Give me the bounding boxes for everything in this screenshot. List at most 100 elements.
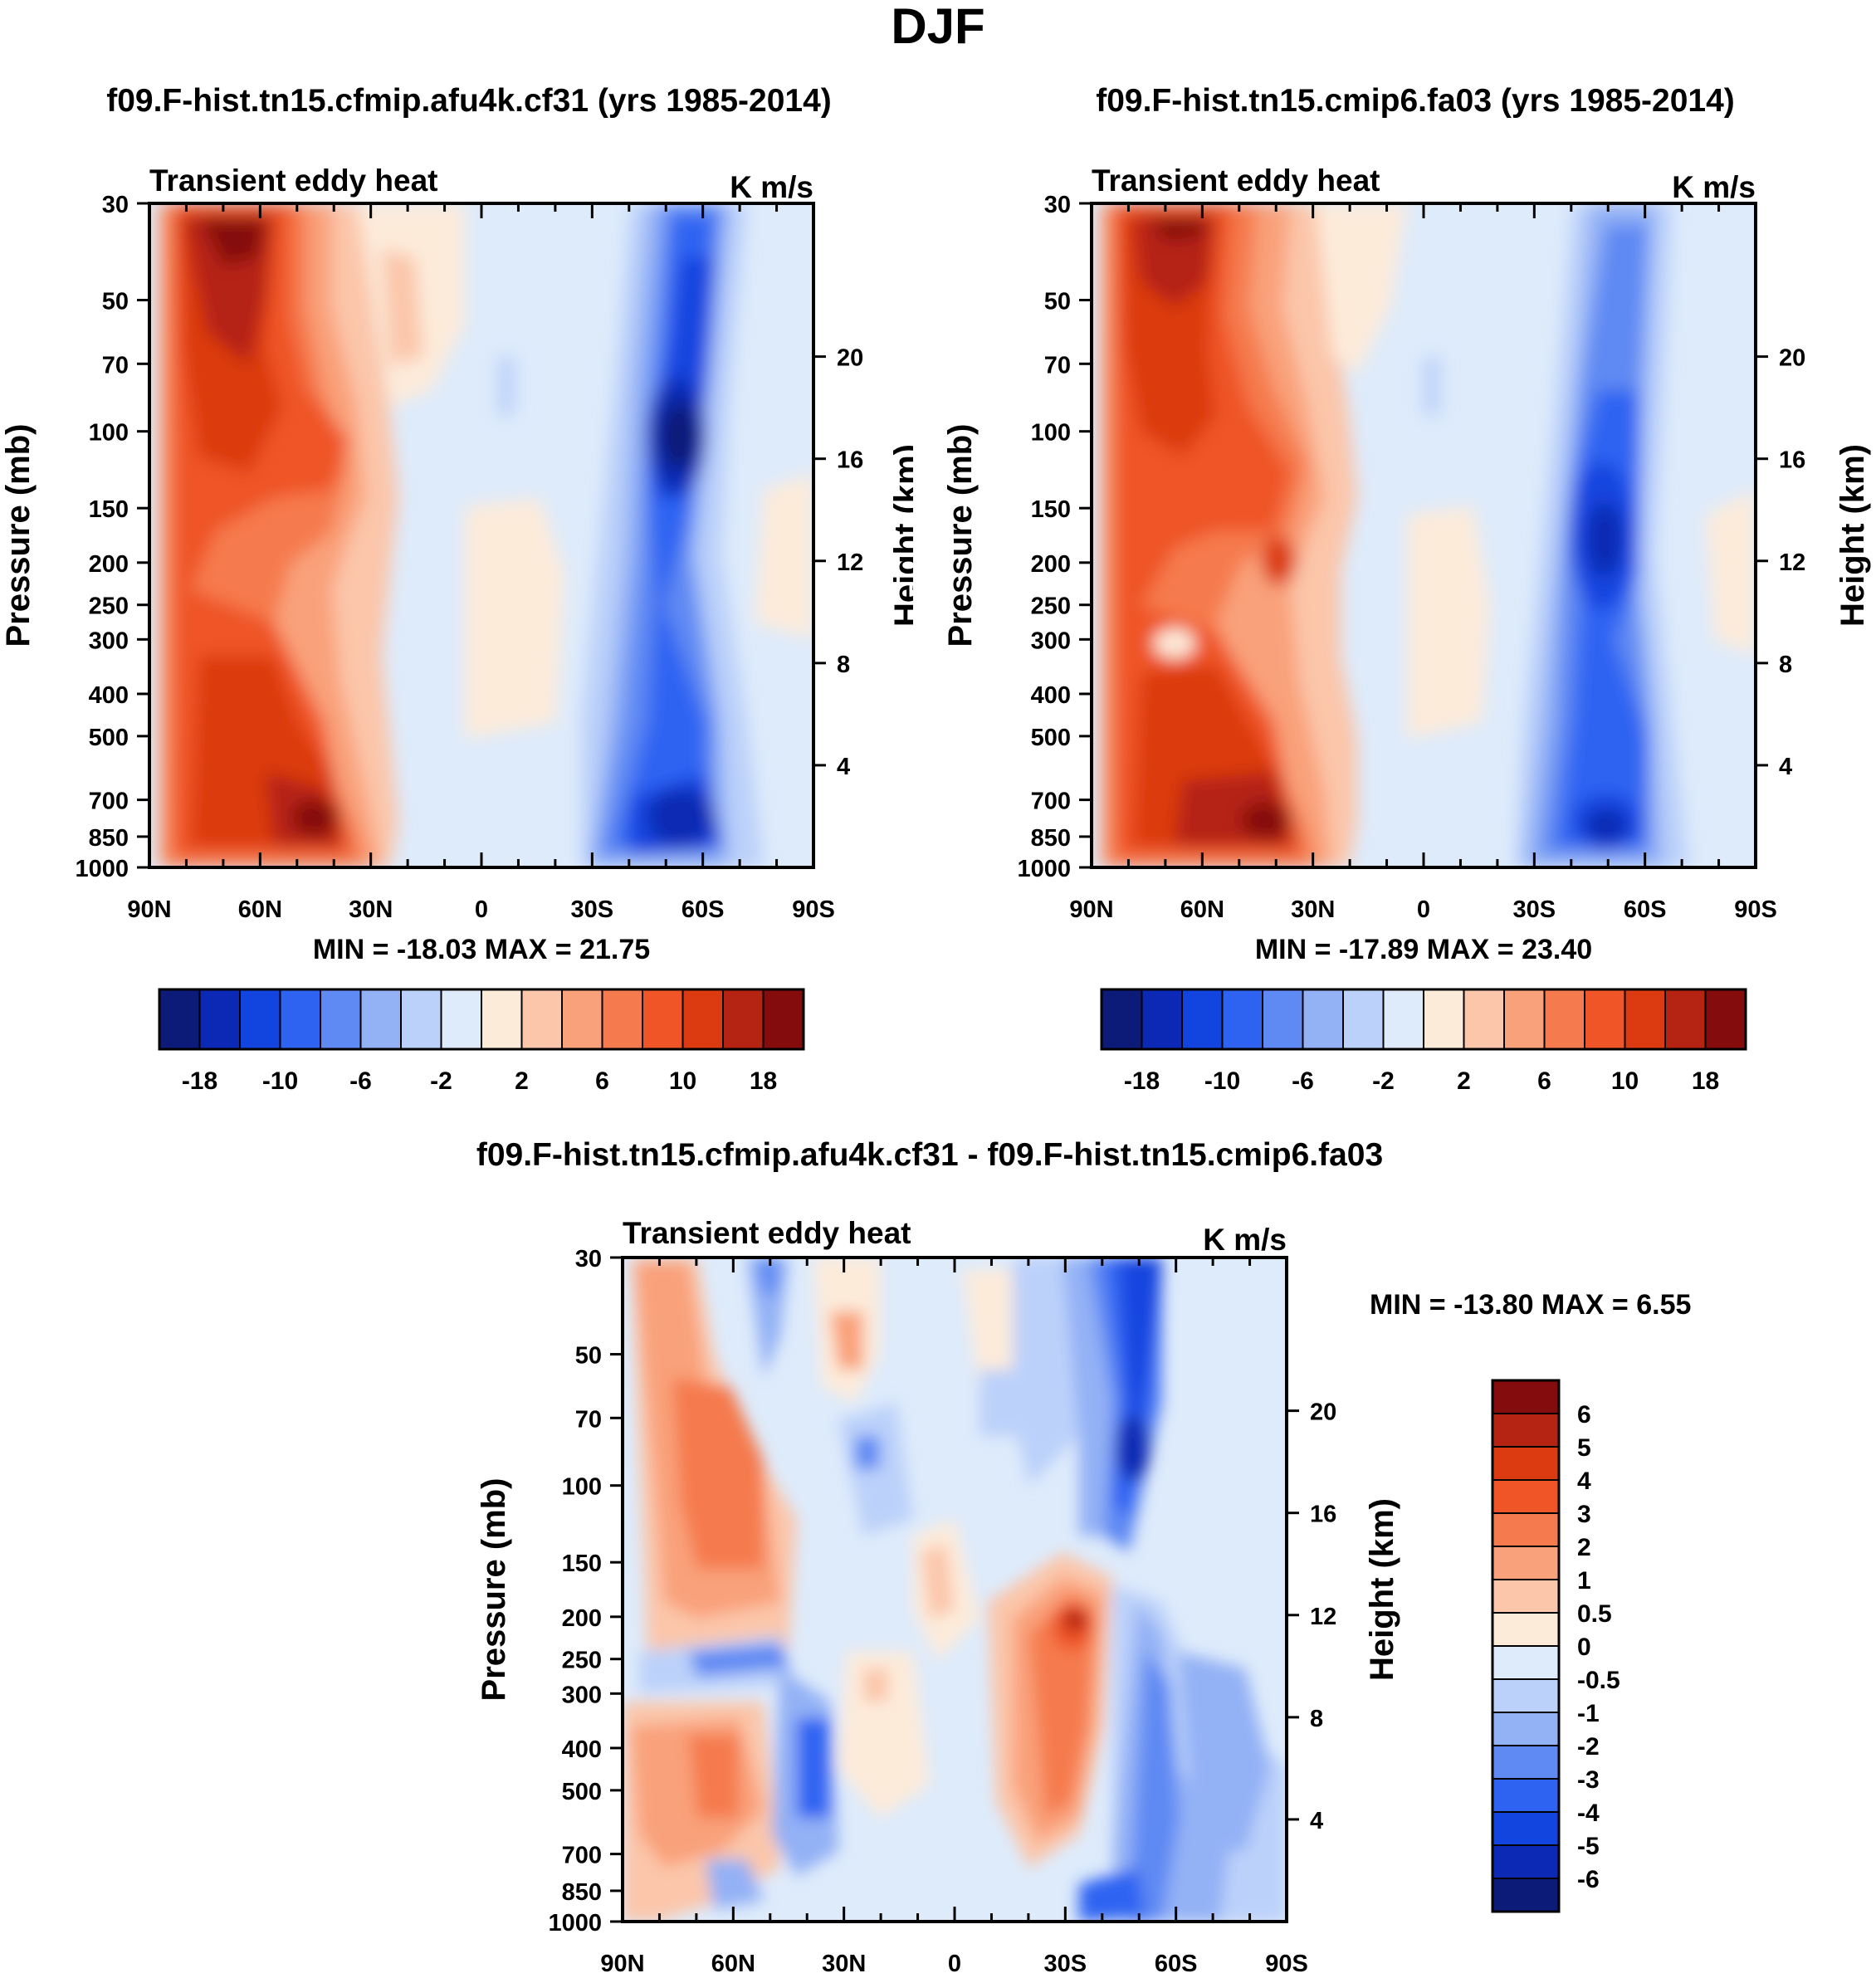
colorbar-label: 4 xyxy=(1577,1468,1591,1495)
colorbar-label: -2 xyxy=(1577,1733,1600,1761)
x-tick-label: 90S xyxy=(1265,1951,1308,1977)
x-tick-label: 60S xyxy=(1624,896,1667,923)
colorbar-box xyxy=(1342,989,1385,1050)
colorbar-box xyxy=(1492,1745,1560,1780)
y-tick-label: 150 xyxy=(1031,496,1071,523)
colorbar-box xyxy=(1492,1546,1560,1580)
x-tick-label: 60S xyxy=(1155,1951,1198,1977)
x-tick-label: 90S xyxy=(1734,896,1777,923)
colorbar-label: 3 xyxy=(1577,1501,1591,1528)
colorbar-box xyxy=(1463,989,1505,1050)
colorbar-box xyxy=(1492,1413,1560,1448)
x-tick-label: 0 xyxy=(1417,896,1430,923)
y-tick-label: 700 xyxy=(562,1843,602,1869)
x-tick-label: 30N xyxy=(349,896,393,923)
x-tick-label: 90N xyxy=(127,896,171,923)
colorbar-box xyxy=(682,989,724,1050)
colorbar-box xyxy=(520,989,563,1050)
y-tick-label: 150 xyxy=(89,496,129,523)
y-tick-label: 70 xyxy=(102,352,129,379)
colorbar-box xyxy=(198,989,241,1050)
colorbar-label: -10 xyxy=(1204,1067,1240,1095)
x-tick-label: 30N xyxy=(822,1951,866,1977)
colorbar-frame xyxy=(1100,988,1747,1051)
y-tick-label: 200 xyxy=(562,1605,602,1632)
units-label: K m/s xyxy=(1203,1223,1287,1257)
y-tick-label: 250 xyxy=(1031,593,1071,620)
y-axis-label: Pressure (mb) xyxy=(476,1478,512,1702)
y-tick-label: 200 xyxy=(89,551,129,578)
diff-panel-chart: Transient eddy heat K m/s xyxy=(476,1216,1691,1977)
y2-tick-label: 4 xyxy=(1779,754,1792,780)
right-panel-title: f09.F-hist.tn15.cmip6.fa03 (yrs 1985-201… xyxy=(1096,83,1735,119)
colorbar-label: -6 xyxy=(1577,1866,1600,1893)
y-tick-label: 50 xyxy=(102,289,129,315)
y-tick-label: 30 xyxy=(575,1246,602,1272)
colorbar-frame xyxy=(158,988,805,1051)
x-tick-label: 60N xyxy=(238,896,282,923)
colorbar-label: 10 xyxy=(1611,1067,1639,1095)
x-tick-label: 90N xyxy=(1069,896,1113,923)
colorbar-label: 6 xyxy=(595,1067,609,1095)
colorbar-box xyxy=(1302,989,1344,1050)
right-panel-chart: Transient eddy heat K m/s xyxy=(942,164,1871,1095)
y-tick-label: 850 xyxy=(1031,825,1071,852)
y-tick-label: 50 xyxy=(1044,289,1071,315)
y-tick-label: 50 xyxy=(575,1343,602,1370)
colorbar-label: 2 xyxy=(1577,1534,1591,1561)
colorbar-label: 6 xyxy=(1537,1067,1551,1095)
stats-label: MIN = -17.89 MAX = 23.40 xyxy=(1255,934,1592,965)
colorbar-box xyxy=(481,989,523,1050)
colorbar-label: -1 xyxy=(1577,1700,1600,1727)
colorbar-box xyxy=(1704,989,1747,1050)
colorbar-label: 0.5 xyxy=(1577,1600,1612,1628)
y2-axis-label: Height (km) xyxy=(1834,444,1871,627)
colorbar-box xyxy=(1492,1878,1560,1912)
page-title: DJF xyxy=(891,0,985,54)
stats-label: MIN = -13.80 MAX = 6.55 xyxy=(1370,1289,1691,1321)
y2-tick-label: 8 xyxy=(1310,1706,1323,1732)
y-tick-label: 70 xyxy=(575,1406,602,1433)
colorbar-label: 6 xyxy=(1577,1401,1591,1429)
colorbar-box xyxy=(762,989,804,1050)
left-panel-title: f09.F-hist.tn15.cfmip.afu4k.cf31 (yrs 19… xyxy=(106,83,832,119)
y-tick-label: 300 xyxy=(89,628,129,654)
y2-tick-label: 12 xyxy=(1779,549,1805,576)
y-tick-label: 250 xyxy=(562,1648,602,1674)
y-axis-label: Pressure (mb) xyxy=(942,424,979,647)
y2-tick-label: 20 xyxy=(837,345,863,372)
y2-axis-label: Height (km) xyxy=(1364,1498,1400,1681)
colorbar-box xyxy=(1492,1678,1560,1713)
colorbar-label: 2 xyxy=(515,1067,529,1095)
colorbar-box xyxy=(1492,1811,1560,1846)
y2-tick-label: 16 xyxy=(1779,447,1805,474)
y-tick-label: 30 xyxy=(1044,192,1071,218)
y-tick-label: 500 xyxy=(562,1779,602,1805)
y2-axis-label: Height (km) xyxy=(888,444,913,627)
y2-tick-label: 20 xyxy=(1779,345,1805,372)
x-tick-label: 30N xyxy=(1291,896,1335,923)
y-tick-label: 1000 xyxy=(75,856,129,882)
colorbar-label: -5 xyxy=(1577,1833,1600,1860)
x-tick-label: 60S xyxy=(682,896,725,923)
colorbar-label: -18 xyxy=(1124,1067,1160,1095)
colorbar-label: -6 xyxy=(1292,1067,1314,1095)
colorbar-box xyxy=(1492,1612,1560,1647)
y-axis-label: Pressure (mb) xyxy=(0,424,37,647)
y-tick-label: 300 xyxy=(562,1682,602,1708)
y-tick-label: 400 xyxy=(562,1736,602,1763)
colorbar-box xyxy=(1382,989,1424,1050)
x-tick-label: 30S xyxy=(571,896,614,923)
y-tick-label: 400 xyxy=(1031,682,1071,709)
colorbar-label: 18 xyxy=(1692,1067,1719,1095)
colorbar-box xyxy=(1492,1479,1560,1514)
y-tick-label: 70 xyxy=(1044,352,1071,379)
y-tick-label: 400 xyxy=(89,682,129,709)
y-tick-label: 200 xyxy=(1031,551,1071,578)
colorbar-label: 18 xyxy=(750,1067,777,1095)
units-label: K m/s xyxy=(730,170,813,204)
x-tick-label: 60N xyxy=(711,1951,755,1977)
colorbar-label: 1 xyxy=(1577,1567,1591,1595)
colorbar-box xyxy=(722,989,765,1050)
y2-tick-label: 8 xyxy=(837,652,850,678)
